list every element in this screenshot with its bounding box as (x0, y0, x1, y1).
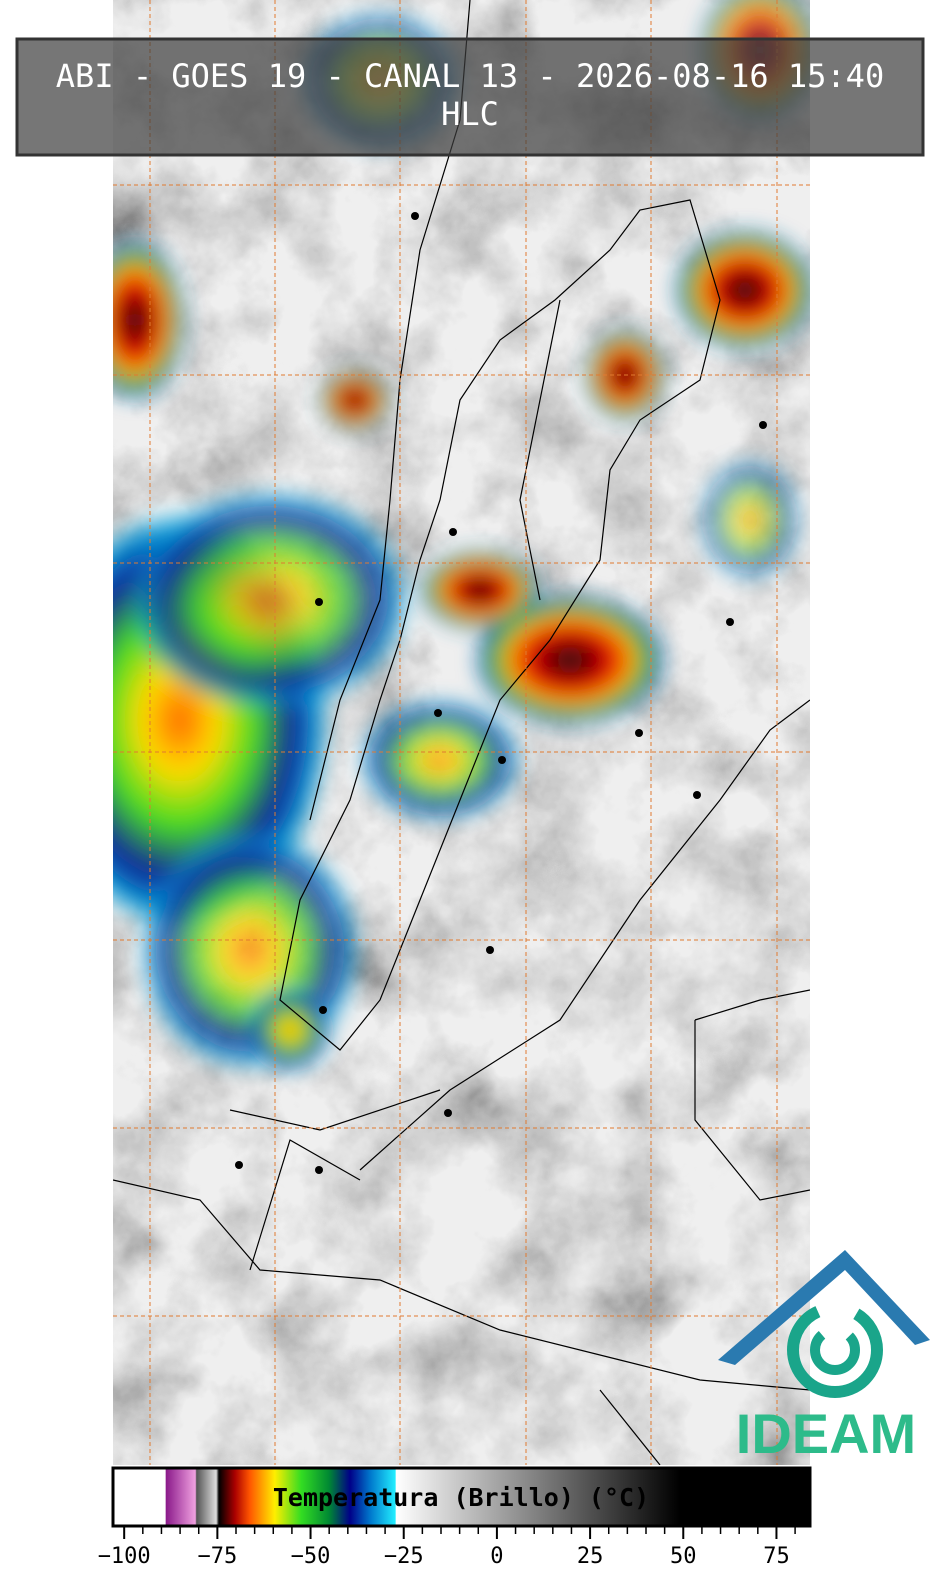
colorbar: Temperatura (Brillo) (°C) (111, 1466, 812, 1528)
colorbar-tick-label: −25 (384, 1544, 424, 1569)
colorbar-tick-label: −75 (197, 1544, 237, 1569)
satellite-image (113, 0, 810, 1465)
colorbar-tick-label: 25 (577, 1544, 604, 1569)
colorbar-label: Temperatura (Brillo) (°C) (273, 1483, 649, 1512)
colorbar-tick-label: 75 (763, 1544, 790, 1569)
title: ABI - GOES 19 - CANAL 13 - 2026-08-16 15… (56, 57, 884, 95)
logo-text: IDEAM (736, 1402, 916, 1465)
colorbar-tick-label: −50 (291, 1544, 331, 1569)
colorbar-tick-label: 50 (670, 1544, 697, 1569)
subtitle: HLC (441, 95, 499, 133)
colorbar-gradient (111, 1466, 812, 1528)
colorbar-tick-label: 0 (490, 1544, 503, 1569)
colorbar-tick-label: −100 (98, 1544, 151, 1569)
title-box (15, 37, 925, 157)
logo: IDEAM (718, 1250, 930, 1465)
